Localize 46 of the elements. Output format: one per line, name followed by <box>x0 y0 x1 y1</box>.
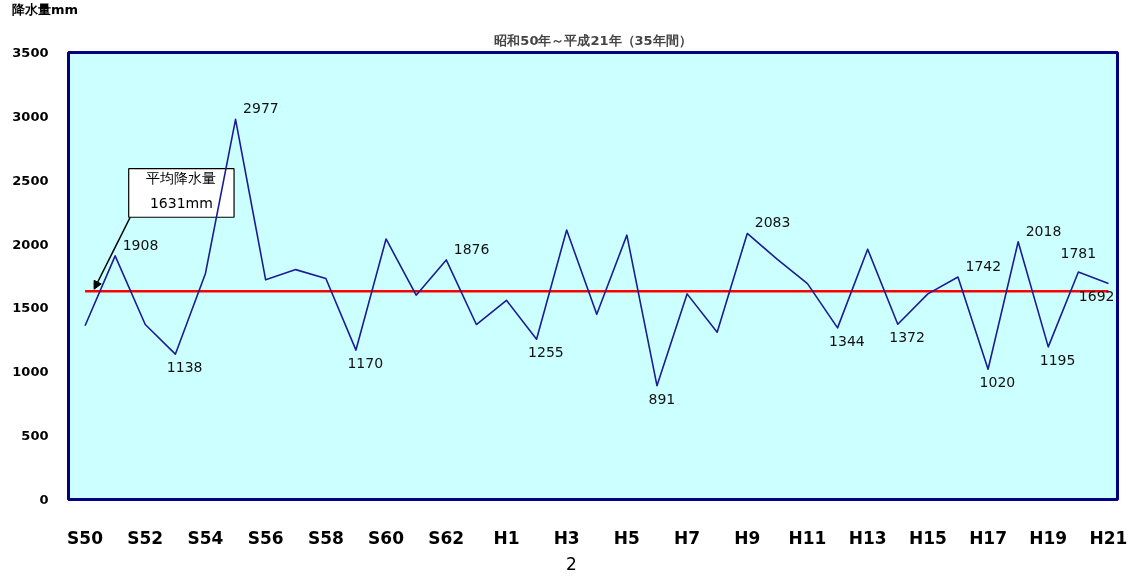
x-tick-label: H9 <box>734 527 761 548</box>
data-label: 1344 <box>829 332 865 349</box>
y-tick-label: 2500 <box>12 172 49 188</box>
x-tick-label: H19 <box>1029 527 1068 548</box>
x-tick-label: S62 <box>428 527 465 548</box>
x-tick-label: H3 <box>553 527 580 548</box>
y-tick-label: 500 <box>21 428 49 444</box>
chart-title: 昭和50年～平成21年（35年間） <box>494 32 692 48</box>
data-label: 1138 <box>166 359 203 376</box>
data-label: 1195 <box>1039 351 1076 368</box>
x-tick-label: H7 <box>674 527 701 548</box>
data-label: 1781 <box>1060 245 1097 262</box>
text: 2 <box>566 554 577 574</box>
data-label: 1020 <box>979 374 1016 391</box>
data-label: 891 <box>648 390 676 407</box>
y-tick-label: 1000 <box>12 364 49 380</box>
x-tick-label: S54 <box>187 527 224 548</box>
y-tick-label: 0 <box>39 492 49 507</box>
ref-line-label: 平均降水量 1631mm <box>146 169 217 212</box>
data-label: 2083 <box>754 214 791 231</box>
data-label: 1876 <box>453 240 490 257</box>
y-tick-label: 3000 <box>12 108 49 124</box>
x-tick-label: S58 <box>307 527 344 548</box>
x-tick-label: H15 <box>908 527 947 548</box>
data-label: 2018 <box>1025 222 1062 239</box>
data-label: 1170 <box>347 355 384 372</box>
y-tick-label: 3500 <box>12 45 49 60</box>
x-tick-label: H11 <box>788 527 827 548</box>
data-label: 1692 <box>1078 288 1115 305</box>
data-label: 1372 <box>889 329 925 346</box>
y-tick-label: 2000 <box>12 236 49 252</box>
x-tick-label: S56 <box>247 527 284 548</box>
data-label: 1255 <box>528 344 564 361</box>
x-tick-label: H5 <box>613 527 640 548</box>
y-tick-label: 1500 <box>12 300 49 316</box>
x-tick-label: H17 <box>969 527 1008 548</box>
x-tick-label: H13 <box>848 527 887 548</box>
x-tick-label: H1 <box>493 527 520 548</box>
x-tick-label: H21 <box>1089 527 1128 548</box>
x-tick-label: S52 <box>127 527 164 548</box>
data-label: 1908 <box>122 236 159 253</box>
data-label: 1742 <box>965 258 1002 275</box>
x-tick-label: S60 <box>368 527 405 548</box>
data-label: 2977 <box>243 100 279 117</box>
x-tick-label: S50 <box>67 527 104 548</box>
y-axis-title: 降水量mm <box>12 2 79 18</box>
